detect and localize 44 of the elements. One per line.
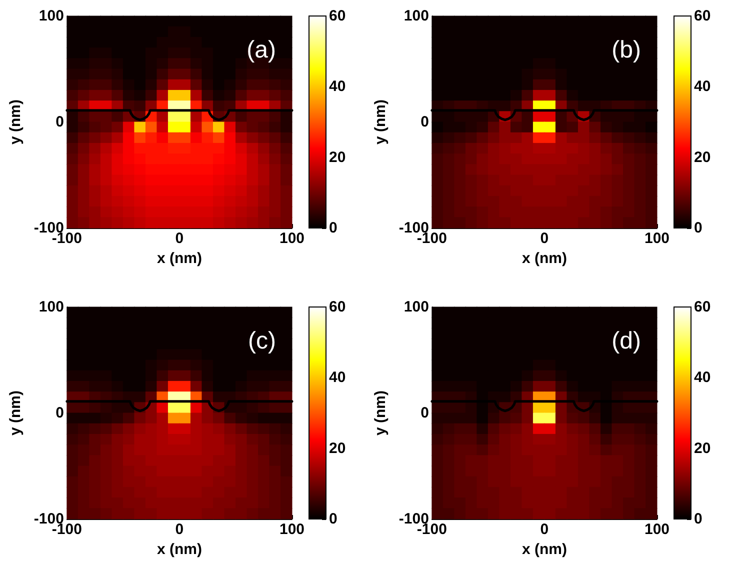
annotation: (d) [612,328,642,354]
color-bar-label: 20 [329,148,346,166]
color-bar-label: 40 [329,78,346,96]
annotation: (c) [248,328,276,354]
y-tick-label: 100 [404,298,429,316]
annotation: (a) [246,36,276,64]
y-axis-title: y (nm) [7,99,24,144]
color-bar-label: 40 [694,369,711,386]
color-bar-label: 20 [694,148,711,166]
y-axis-title: y (nm) [372,99,389,144]
x-tick-label: 0 [540,230,549,247]
y-axis-title: y (nm) [7,390,24,436]
y-axis-title: y (nm) [372,390,389,436]
color-bar-label: 60 [694,298,711,316]
x-tick-label: 100 [279,230,305,247]
y-tick-label: 0 [420,404,429,422]
y-tick-label: 0 [420,114,429,130]
annotation: (b) [612,36,642,64]
color-bar-label: 60 [329,8,346,24]
x-tick-label: 100 [279,521,305,538]
x-tick-label: 100 [644,230,670,247]
x-axis-title: x (nm) [522,250,567,267]
color-bar-label: 0 [694,510,702,528]
x-tick-label: 100 [644,521,670,538]
y-tick-label: 100 [38,298,64,316]
y-tick-label: 0 [56,404,64,422]
color-bar-label: 40 [694,78,711,96]
color-bar-label: 60 [694,8,711,24]
color-bar-label: 20 [329,440,346,457]
x-axis-title: x (nm) [156,250,202,267]
x-axis-title: x (nm) [156,540,202,558]
color-bar-label: 40 [329,369,346,386]
x-tick-label: 0 [540,521,549,538]
color-bar-label: 0 [329,510,338,528]
color-bar-label: 0 [329,220,338,236]
x-axis-title: x (nm) [522,540,567,558]
y-tick-label: 100 [38,8,64,24]
y-tick-label: 100 [404,8,429,24]
x-tick-label: 0 [175,521,184,538]
x-tick-label: 0 [175,230,184,247]
y-tick-label: 0 [56,114,64,130]
color-bar-label: 0 [694,220,702,236]
color-bar-label: 20 [694,440,711,457]
color-bar-label: 60 [329,298,346,316]
